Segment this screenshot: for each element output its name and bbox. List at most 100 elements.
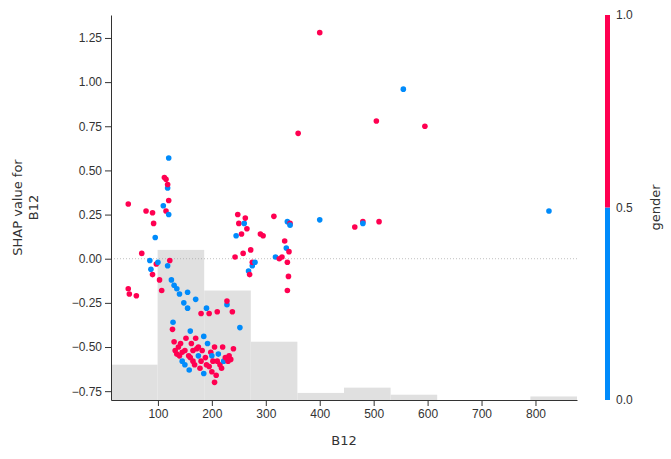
tick-label: −0.25 <box>72 296 103 310</box>
y-axis: −0.75−0.50−0.250.000.250.500.751.001.25 <box>72 16 112 401</box>
point <box>213 372 219 378</box>
tick-mark <box>374 400 375 406</box>
tick-label: 200 <box>202 407 222 421</box>
tick-label: 600 <box>418 407 438 421</box>
chart: 100200300400500600700800−0.75−0.50−0.250… <box>0 0 671 459</box>
histogram-bar <box>158 250 205 400</box>
point <box>240 251 246 257</box>
point <box>286 249 292 255</box>
tick-label: 800 <box>526 407 546 421</box>
tick: 0.00 <box>79 252 111 266</box>
point <box>252 259 258 265</box>
point <box>352 224 358 230</box>
tick-mark <box>105 303 111 304</box>
point <box>271 214 277 220</box>
histogram-bar <box>111 365 158 400</box>
tick-mark <box>428 400 429 406</box>
point <box>189 341 195 347</box>
point <box>151 221 157 227</box>
point <box>546 208 552 214</box>
point <box>203 355 209 361</box>
point <box>285 259 291 265</box>
point <box>197 365 203 371</box>
point <box>248 247 254 253</box>
point <box>216 351 222 357</box>
point <box>198 311 204 317</box>
point <box>205 341 211 347</box>
histogram-bar <box>530 396 577 400</box>
x-axis-title: B12 <box>331 433 356 448</box>
tick-label: 1.00 <box>79 75 103 89</box>
tick: 100 <box>148 400 168 421</box>
point <box>193 297 199 303</box>
point <box>182 348 188 354</box>
point <box>232 254 238 260</box>
point <box>242 215 248 221</box>
plot-area <box>111 30 577 400</box>
tick-mark <box>105 82 111 83</box>
point <box>401 86 407 92</box>
point <box>224 298 230 304</box>
tick: −0.25 <box>72 296 111 310</box>
points <box>125 30 551 385</box>
tick: 700 <box>472 400 492 421</box>
tick-label: 300 <box>256 407 276 421</box>
tick-mark <box>320 400 321 406</box>
point <box>143 208 149 214</box>
tick: 1.25 <box>79 31 111 45</box>
point <box>206 311 212 317</box>
point <box>282 238 288 244</box>
point <box>163 176 169 182</box>
point <box>186 367 192 373</box>
point <box>206 364 212 370</box>
histogram-bar <box>344 388 391 400</box>
tick: 1.00 <box>79 75 111 89</box>
point <box>212 380 218 386</box>
tick: 200 <box>202 400 222 421</box>
tick: 0.50 <box>79 164 111 178</box>
point <box>199 348 205 354</box>
point <box>152 235 158 241</box>
point <box>150 272 156 278</box>
colorbar-title: gender <box>648 184 663 231</box>
tick-mark <box>482 400 483 406</box>
tick-label: 0.0 <box>616 393 633 407</box>
point <box>376 219 382 225</box>
point <box>192 362 198 368</box>
tick: 800 <box>526 400 546 421</box>
point <box>139 251 145 257</box>
point <box>127 291 133 297</box>
point <box>177 291 183 297</box>
point <box>148 267 154 273</box>
point <box>167 258 173 264</box>
point <box>187 328 193 334</box>
point <box>196 353 202 359</box>
histogram <box>111 250 577 400</box>
point <box>165 182 171 188</box>
point <box>125 201 131 207</box>
colorbar-segment <box>605 208 610 401</box>
point <box>161 203 167 209</box>
point <box>166 155 172 161</box>
point <box>157 277 163 283</box>
point <box>181 300 187 306</box>
point <box>317 217 323 223</box>
tick-label: 0.50 <box>79 164 103 178</box>
point <box>237 325 243 331</box>
tick-label: 0.00 <box>79 252 103 266</box>
point <box>295 131 301 137</box>
point <box>214 309 220 315</box>
tick-mark <box>105 347 111 348</box>
tick-label: 700 <box>472 407 492 421</box>
point <box>230 309 236 315</box>
point <box>231 346 237 352</box>
tick-mark <box>105 38 111 39</box>
tick: 500 <box>364 400 384 421</box>
tick-label: 500 <box>364 407 384 421</box>
axis-line <box>610 16 611 401</box>
point <box>159 288 165 294</box>
tick-mark <box>266 400 267 406</box>
zero-line <box>111 258 577 259</box>
point <box>165 263 171 269</box>
point <box>185 305 191 311</box>
